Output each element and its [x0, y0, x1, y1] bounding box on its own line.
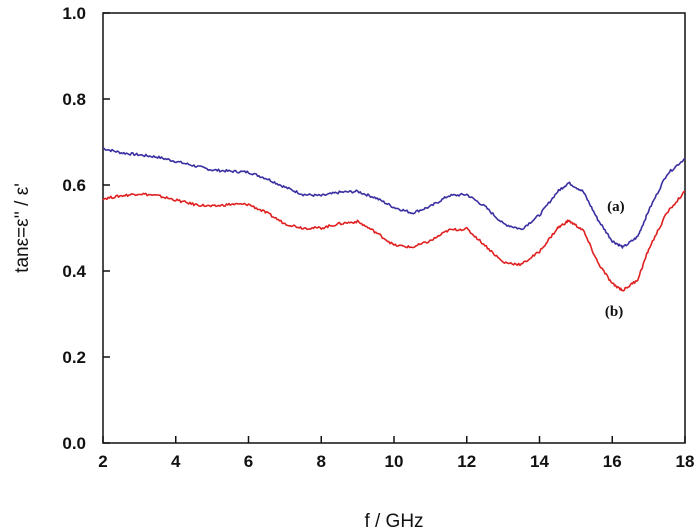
x-tick-label: 14 [530, 452, 549, 471]
series-line-a [102, 147, 686, 249]
ticks-group [102, 12, 686, 444]
series-line-b [102, 190, 686, 292]
x-tick-label: 4 [171, 452, 181, 471]
series-group [102, 147, 686, 292]
curve-label-a: (a) [607, 199, 625, 215]
x-tick-label: 6 [244, 452, 253, 471]
x-tick-label: 12 [457, 452, 476, 471]
x-tick-label: 16 [603, 452, 622, 471]
y-axis-title: tanε=ε'' / ε' [12, 183, 33, 273]
x-axis-title: f / GHz [364, 511, 423, 529]
plot-frame [102, 12, 686, 444]
y-tick-label: 0.0 [62, 434, 86, 453]
labels-group: 2 4 6 8 10 12 14 16 18 0.0 0.2 0.4 0.6 0.8 1.0 f / GHz t… [12, 4, 694, 529]
y-tick-label: 0.4 [62, 262, 86, 281]
x-tick-label: 8 [317, 452, 326, 471]
curve-label-b: (b) [605, 304, 623, 320]
x-tick-label: 2 [98, 452, 107, 471]
x-tick-label: 18 [676, 452, 695, 471]
x-tick-label: 10 [385, 452, 404, 471]
y-tick-label: 1.0 [62, 4, 86, 23]
y-tick-label: 0.6 [62, 176, 86, 195]
y-tick-label: 0.8 [62, 90, 86, 109]
y-tick-label: 0.2 [62, 348, 86, 367]
